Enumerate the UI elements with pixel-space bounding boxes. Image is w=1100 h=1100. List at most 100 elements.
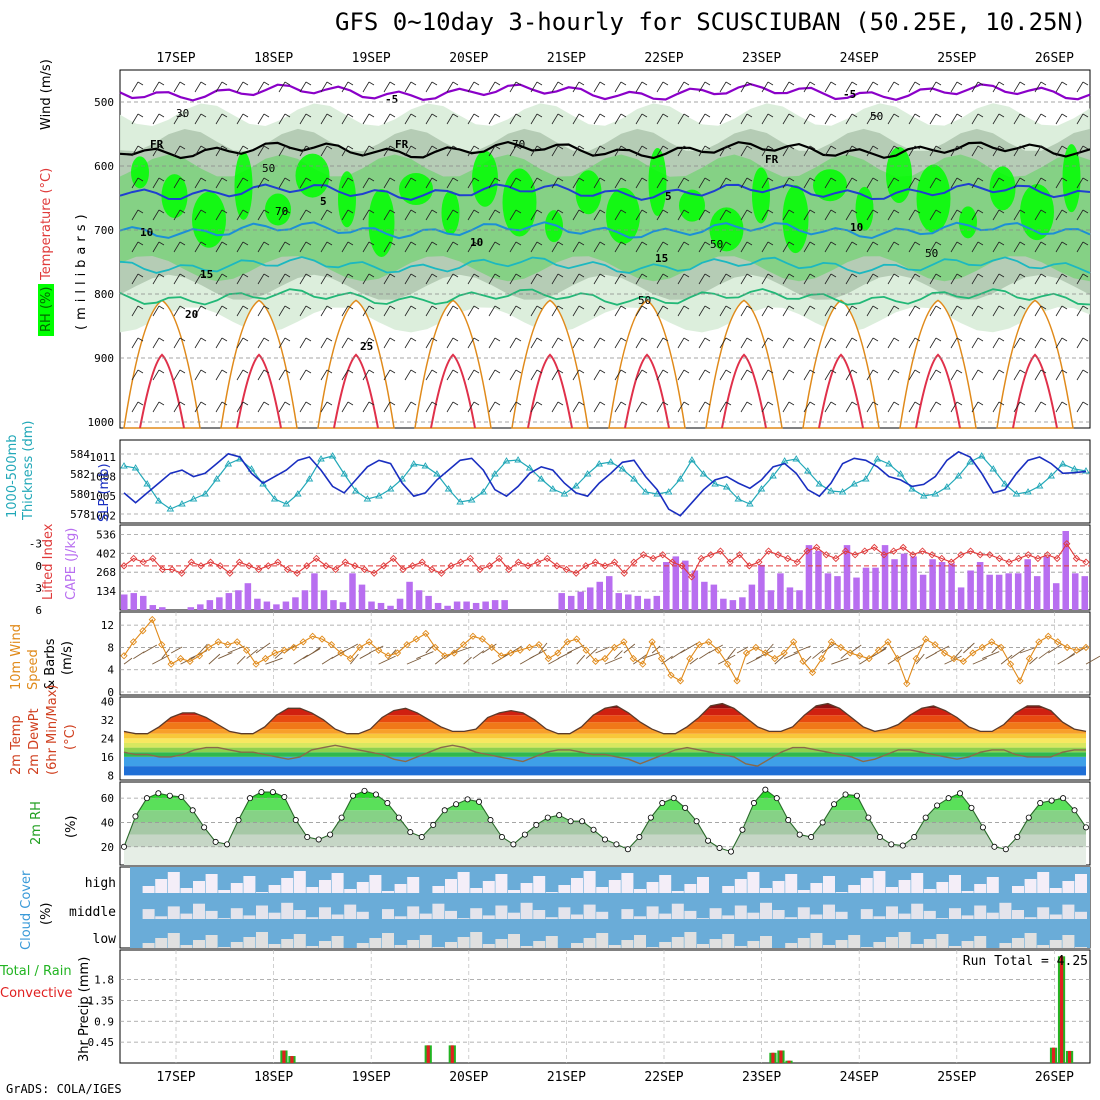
cape-li-panel [119,524,1091,611]
wind-barb [761,81,774,93]
lifted-index-series-point [418,558,426,566]
wind-speed-series-point [903,680,911,688]
wind-barb [845,81,858,93]
date-label-top: 25SEP [937,51,976,66]
wind-barb [782,369,795,381]
cape-bar [682,560,689,610]
wind-barb [982,651,1000,659]
temp-tick: 8 [107,769,114,782]
cloud-low [470,932,483,948]
cloud-low [898,932,911,948]
wind-barb [341,177,354,189]
rh-series-point [544,814,551,821]
wind-speed-series-point [120,652,128,660]
rh-series-point [647,814,654,821]
cloud-middle [1024,917,1037,919]
wind-barb [784,652,799,659]
thickness-series-point [711,480,719,487]
rh-series-point [1014,834,1021,841]
rh-series-point [315,836,322,843]
cloud-middle [1062,904,1075,919]
thickness-series-point [873,455,882,462]
rh-series-point [212,838,219,845]
wind-speed-series-point [988,638,996,646]
slp-tick: 1002 [90,510,117,523]
cloud-high [1062,881,1075,893]
thickness-series-point [259,480,267,487]
wind-barb [719,145,732,157]
cloud-middle [596,911,609,919]
cloud-middle [407,906,420,919]
cloud-middle [949,908,961,919]
thickness-series-point [572,482,580,489]
wind-barb [1055,113,1068,125]
cape-bar [862,567,870,610]
cloud-low [293,934,306,948]
wind-barb [719,113,732,125]
thickness-series-point [514,456,522,463]
wind-barb [740,113,753,125]
thickness-series-point [896,470,905,477]
cloud-high [659,875,672,893]
wind-barb [803,305,816,317]
cloud-high [180,888,193,893]
wind-barb [378,655,396,665]
wind-barb [656,145,669,157]
rh-max-blob [989,166,1016,211]
wind-barb [623,643,636,654]
rh-series-point [636,834,643,841]
cloud-middle [319,907,331,919]
wind-barb [530,209,543,221]
cape-bar [957,587,965,610]
thickness-series-point [838,488,847,495]
cape-bar [1081,576,1088,610]
cape-bar [691,570,699,610]
temp-band [124,756,1086,767]
wind-barb [677,369,690,381]
cape-bar [567,595,575,610]
wind-barb [320,369,333,381]
cloud-middle [419,913,432,919]
wind-barb [1034,369,1047,381]
cloud-low [923,939,936,948]
cloud-middle [1049,914,1062,919]
wind-barb [1013,241,1026,253]
wind-speed-series-point [318,635,326,643]
date-label-bottom: 21SEP [547,1070,586,1085]
cloud-high [155,879,168,893]
cape-bar [453,601,461,610]
rh-series-point [727,848,734,855]
rh-series-point [934,802,941,809]
cloud-high [344,889,357,893]
wind-barb [740,401,753,413]
wind-barb [362,273,375,285]
date-label-top: 18SEP [254,51,293,66]
wind-barb [404,177,417,189]
rh-max-blob [886,146,912,203]
cape-bar [739,597,746,610]
wind-speed-series-point [365,638,373,646]
wind-barb [614,145,627,157]
cape-bar [701,581,708,610]
rh-series-point [590,826,597,833]
wind-barb [908,177,921,189]
wind-barb [362,145,375,157]
cloud-high [319,880,331,893]
wind-barb [845,241,858,253]
rh-series-point [808,834,815,841]
thickness-series-point [1001,480,1009,487]
wind-barb [614,369,627,381]
hot-cone [333,353,379,429]
wind-barb [406,657,422,665]
wind-barb [446,81,459,93]
thickness-series-point [247,465,256,472]
cloud-middle [923,910,936,919]
wind-barb [551,401,564,413]
cloud-high [482,881,495,893]
wind-barb [963,642,975,654]
wind-barb [761,177,774,189]
wind-barb [824,273,837,285]
wind-barb [530,337,543,349]
warm-cone [899,299,977,429]
lifted-index-series-point [1024,551,1032,559]
